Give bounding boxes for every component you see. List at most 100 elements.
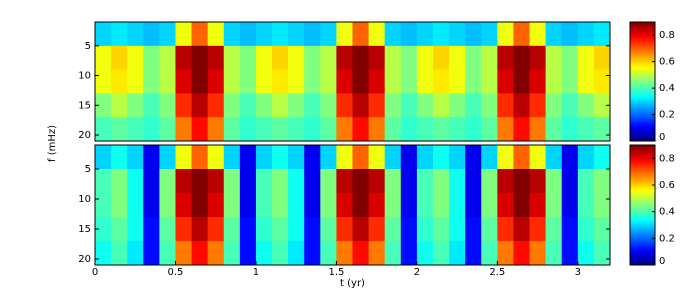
colorbar-swatch (630, 109, 655, 112)
colorbar-swatch (630, 61, 655, 64)
colorbar-swatch (630, 27, 655, 30)
heat-cell (320, 45, 337, 71)
colorbar-swatch (630, 135, 655, 138)
heat-cell (352, 145, 370, 170)
heat-cell (272, 145, 289, 170)
heat-cell (449, 169, 466, 194)
colorbar-swatch (630, 175, 655, 178)
heat-cell (561, 69, 579, 94)
colorbar-swatch (630, 57, 655, 60)
heat-cell (593, 117, 611, 142)
heat-cell (513, 169, 531, 194)
heat-cell (239, 169, 257, 194)
heat-cell (577, 217, 595, 242)
heat-cell (465, 193, 482, 218)
heat-cell (577, 93, 595, 118)
heat-cell (465, 169, 482, 194)
heat-cell (513, 69, 531, 94)
colorbar-swatch (630, 225, 655, 228)
colorbar-swatch (630, 223, 655, 227)
heat-cell (255, 241, 273, 266)
y-tick-label: 20 (78, 130, 91, 141)
colorbar-swatch (630, 120, 655, 123)
heat-cell (175, 117, 193, 142)
heat-cell (95, 241, 112, 266)
heat-cell (239, 45, 257, 71)
heat-cell (223, 22, 241, 47)
heat-cell (239, 217, 257, 242)
heat-cell (223, 145, 241, 170)
heat-cell (320, 69, 337, 94)
colorbar-swatch (630, 173, 655, 176)
heat-cell (561, 93, 579, 118)
colorbar-swatch (630, 188, 655, 191)
heat-cell (561, 169, 579, 194)
colorbar-swatch (630, 111, 655, 114)
heat-cell (465, 145, 482, 170)
colorbar-swatch (630, 193, 655, 197)
colorbar-swatch (630, 236, 655, 240)
heat-cell (449, 22, 466, 47)
heat-cell (352, 193, 370, 218)
colorbar-swatch (630, 85, 655, 88)
heat-cell (513, 241, 531, 266)
heat-cell (304, 169, 321, 194)
heat-cell (416, 241, 434, 266)
heat-cell (384, 69, 402, 94)
heat-cell (288, 45, 305, 71)
y-axis-label: f (mHz) (47, 125, 58, 162)
colorbar-swatch (630, 240, 655, 243)
heat-cell (545, 241, 563, 266)
heat-cell (561, 193, 579, 218)
x-tick-label: 2.5 (489, 267, 505, 278)
heat-cell (545, 145, 563, 170)
colorbar-swatch (630, 68, 655, 71)
heat-cell (175, 169, 193, 194)
colorbar-swatch (630, 124, 655, 127)
heat-cell (159, 45, 176, 71)
colorbar-swatch (630, 64, 655, 68)
colorbar-swatch (630, 122, 655, 125)
heat-cell (288, 217, 305, 242)
heat-cell (513, 217, 531, 242)
colorbar-swatch (630, 40, 655, 43)
colorbar-frame (629, 21, 656, 142)
heat-cell (191, 69, 209, 94)
colorbar-swatch (630, 152, 655, 155)
colorbar-swatch (630, 191, 655, 195)
heat-cell (529, 22, 547, 47)
heat-cell (288, 241, 305, 266)
heat-cell (400, 22, 418, 47)
colorbar-swatch (630, 220, 655, 223)
colorbar-swatch (630, 126, 655, 129)
heat-cell (239, 117, 257, 142)
heat-cell (95, 217, 112, 242)
colorbar-swatch (630, 154, 655, 157)
heat-cell (513, 193, 531, 218)
heat-cell (175, 193, 193, 218)
colorbar-swatch (630, 48, 655, 51)
heat-cell (207, 193, 225, 218)
heat-cell (513, 22, 531, 47)
heat-cell (304, 117, 321, 142)
heat-cell (272, 45, 289, 71)
heat-cell (497, 45, 514, 71)
heat-cell (384, 22, 402, 47)
heat-cell (577, 69, 595, 94)
colorbar-swatch (630, 46, 655, 49)
heat-cell (545, 93, 563, 118)
heat-cell (223, 217, 241, 242)
colorbar-swatch (630, 259, 655, 262)
heat-cell (111, 241, 128, 266)
heat-cell (352, 45, 370, 71)
colorbar-swatch (630, 23, 655, 27)
colorbar-swatch (630, 201, 655, 204)
heat-cell (432, 45, 450, 71)
heat-cell (465, 117, 482, 142)
heat-cell (304, 193, 321, 218)
heat-cell (400, 45, 418, 71)
x-tick-label: 1 (253, 267, 259, 278)
heat-cell (545, 169, 563, 194)
heat-cell (416, 69, 434, 94)
colorbar-swatch (630, 227, 655, 230)
